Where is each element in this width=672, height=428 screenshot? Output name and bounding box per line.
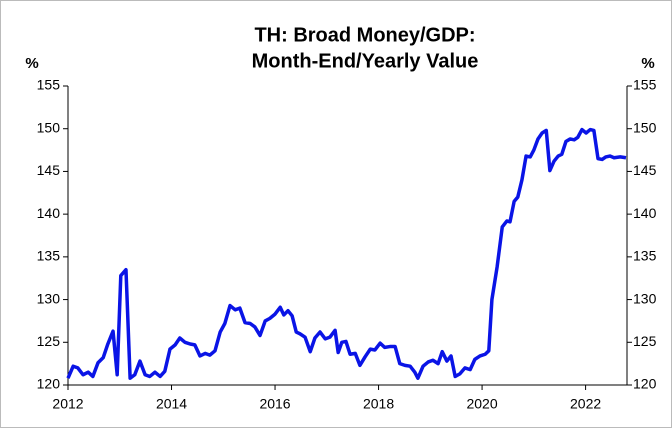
x-tick-label: 2022 — [570, 396, 601, 412]
chart-title: Month-End/Yearly Value — [252, 50, 479, 72]
y-tick-label: 140 — [37, 205, 61, 221]
x-tick-label: 2020 — [466, 396, 497, 412]
y-tick-label: 150 — [37, 119, 61, 135]
data-line — [66, 127, 627, 380]
y-tick-label: 135 — [37, 248, 61, 264]
y2-tick-label: 135 — [633, 248, 657, 264]
y-tick-label: 145 — [37, 162, 61, 178]
y-tick-label: 125 — [37, 333, 61, 349]
x-tick-label: 2016 — [259, 396, 290, 412]
y2-tick-label: 145 — [633, 162, 657, 178]
y-tick-label: 120 — [37, 376, 61, 392]
y2-tick-label: 140 — [633, 205, 657, 221]
y-tick-label: 130 — [37, 290, 61, 306]
y2-axis-label: % — [641, 55, 654, 72]
y2-tick-label: 125 — [633, 333, 657, 349]
y-tick-label: 155 — [37, 77, 61, 93]
x-tick-label: 2012 — [52, 396, 83, 412]
y2-tick-label: 130 — [633, 290, 657, 306]
x-tick-label: 2014 — [156, 396, 187, 412]
x-tick-label: 2018 — [363, 396, 394, 412]
chart-title: TH: Broad Money/GDP: — [254, 24, 475, 46]
y2-tick-label: 120 — [633, 376, 657, 392]
y-axis-label: % — [25, 55, 38, 72]
y2-tick-label: 150 — [633, 119, 657, 135]
y2-tick-label: 155 — [633, 77, 657, 93]
